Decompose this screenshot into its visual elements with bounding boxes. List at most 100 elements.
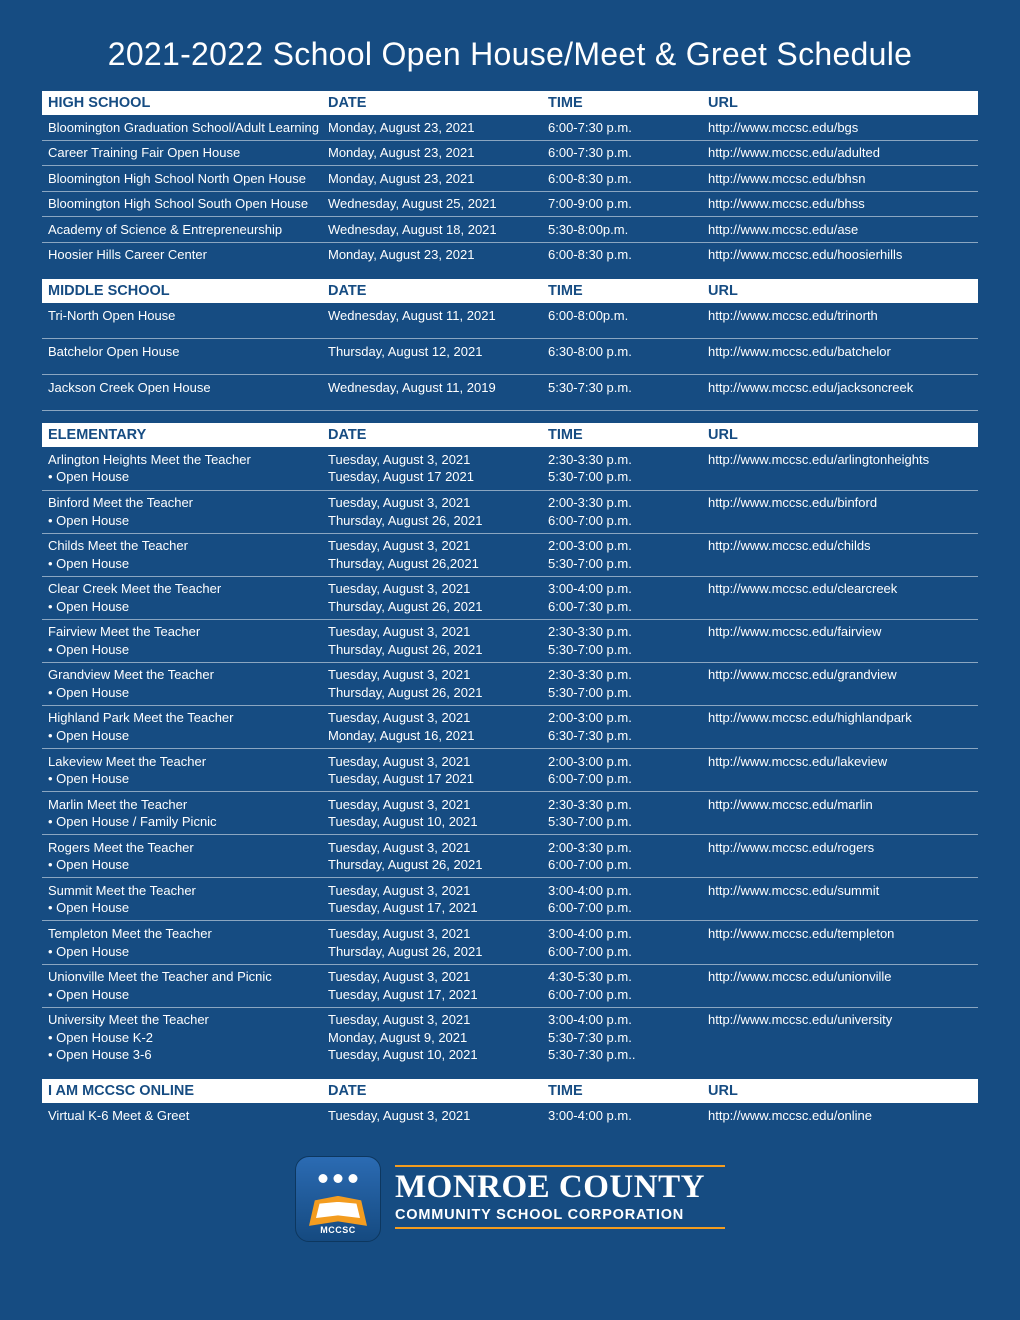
cell-date: Tuesday, August 3, 2021 Tuesday, August … [328, 882, 548, 917]
cell-url[interactable]: http://www.mccsc.edu/batchelor [708, 343, 972, 361]
cell-url[interactable]: http://www.mccsc.edu/templeton [708, 925, 972, 960]
cell-url[interactable]: http://www.mccsc.edu/unionville [708, 968, 972, 1003]
cell-date: Wednesday, August 11, 2021 [328, 307, 548, 325]
col-date: DATE [328, 427, 548, 443]
cell-url[interactable]: http://www.mccsc.edu/bhss [708, 195, 972, 213]
cell-time: 2:00-3:00 p.m. 6:00-7:00 p.m. [548, 753, 708, 788]
cell-time: 5:30-8:00p.m. [548, 221, 708, 239]
cell-url[interactable]: http://www.mccsc.edu/hoosierhills [708, 246, 972, 264]
cell-date: Thursday, August 12, 2021 [328, 343, 548, 361]
cell-school: Highland Park Meet the Teacher • Open Ho… [48, 709, 328, 744]
table-row: Marlin Meet the Teacher • Open House / F… [42, 792, 978, 835]
cell-time: 6:00-8:30 p.m. [548, 246, 708, 264]
col-url: URL [708, 427, 972, 443]
cell-url[interactable]: http://www.mccsc.edu/marlin [708, 796, 972, 831]
col-url: URL [708, 95, 972, 111]
cell-url[interactable]: http://www.mccsc.edu/childs [708, 537, 972, 572]
cell-url[interactable]: http://www.mccsc.edu/bgs [708, 119, 972, 137]
cell-school: Bloomington Graduation School/Adult Lear… [48, 119, 328, 137]
cell-date: Tuesday, August 3, 2021 Thursday, August… [328, 580, 548, 615]
logo-county: MONROE COUNTY [395, 1171, 725, 1204]
col-url: URL [708, 1083, 972, 1099]
cell-date: Tuesday, August 3, 2021 Thursday, August… [328, 839, 548, 874]
hs-rows: Bloomington Graduation School/Adult Lear… [42, 115, 978, 267]
section-label: I AM MCCSC ONLINE [48, 1083, 328, 1099]
cell-url[interactable]: http://www.mccsc.edu/rogers [708, 839, 972, 874]
section-label: MIDDLE SCHOOL [48, 283, 328, 299]
cell-date: Tuesday, August 3, 2021 Thursday, August… [328, 537, 548, 572]
table-row: Binford Meet the Teacher • Open HouseTue… [42, 491, 978, 534]
cell-date: Tuesday, August 3, 2021 Thursday, August… [328, 623, 548, 658]
table-row: Bloomington High School South Open House… [42, 192, 978, 218]
table-row: Templeton Meet the Teacher • Open HouseT… [42, 921, 978, 964]
col-url: URL [708, 283, 972, 299]
cell-date: Tuesday, August 3, 2021 Thursday, August… [328, 666, 548, 701]
table-row: Academy of Science & EntrepreneurshipWed… [42, 217, 978, 243]
section-label: ELEMENTARY [48, 427, 328, 443]
col-time: TIME [548, 427, 708, 443]
cell-time: 3:00-4:00 p.m. 6:00-7:00 p.m. [548, 925, 708, 960]
logo-rule-top [395, 1165, 725, 1167]
cell-url[interactable]: http://www.mccsc.edu/adulted [708, 144, 972, 162]
cell-school: Batchelor Open House [48, 343, 328, 361]
logo-badge: MCCSC [295, 1156, 381, 1242]
col-time: TIME [548, 1083, 708, 1099]
section-header-ms: MIDDLE SCHOOL DATE TIME URL [42, 279, 978, 303]
cell-date: Wednesday, August 11, 2019 [328, 379, 548, 397]
table-row: Arlington Heights Meet the Teacher • Ope… [42, 447, 978, 490]
table-row: Bloomington High School North Open House… [42, 166, 978, 192]
logo-rule-bottom [395, 1227, 725, 1229]
cell-school: Childs Meet the Teacher • Open House [48, 537, 328, 572]
cell-school: Clear Creek Meet the Teacher • Open Hous… [48, 580, 328, 615]
cell-date: Tuesday, August 3, 2021 Tuesday, August … [328, 796, 548, 831]
cell-date: Wednesday, August 25, 2021 [328, 195, 548, 213]
cell-school: Rogers Meet the Teacher • Open House [48, 839, 328, 874]
cell-school: Career Training Fair Open House [48, 144, 328, 162]
cell-school: Virtual K-6 Meet & Greet [48, 1107, 328, 1125]
book-icon [309, 1196, 367, 1226]
cell-url[interactable]: http://www.mccsc.edu/arlingtonheights [708, 451, 972, 486]
cell-date: Tuesday, August 3, 2021 Tuesday, August … [328, 753, 548, 788]
cell-school: Jackson Creek Open House [48, 379, 328, 397]
cell-url[interactable]: http://www.mccsc.edu/university [708, 1011, 972, 1064]
table-row: Summit Meet the Teacher • Open HouseTues… [42, 878, 978, 921]
table-row: Childs Meet the Teacher • Open HouseTues… [42, 534, 978, 577]
cell-url[interactable]: http://www.mccsc.edu/jacksoncreek [708, 379, 972, 397]
table-row: Clear Creek Meet the Teacher • Open Hous… [42, 577, 978, 620]
table-row: Rogers Meet the Teacher • Open HouseTues… [42, 835, 978, 878]
cell-url[interactable]: http://www.mccsc.edu/summit [708, 882, 972, 917]
section-header-hs: HIGH SCHOOL DATE TIME URL [42, 91, 978, 115]
cell-url[interactable]: http://www.mccsc.edu/highlandpark [708, 709, 972, 744]
cell-school: University Meet the Teacher • Open House… [48, 1011, 328, 1064]
cell-time: 2:00-3:30 p.m. 6:00-7:00 p.m. [548, 839, 708, 874]
cell-url[interactable]: http://www.mccsc.edu/lakeview [708, 753, 972, 788]
cell-date: Tuesday, August 3, 2021 Thursday, August… [328, 925, 548, 960]
cell-url[interactable]: http://www.mccsc.edu/trinorth [708, 307, 972, 325]
cell-date: Tuesday, August 3, 2021 [328, 1107, 548, 1125]
cell-url[interactable]: http://www.mccsc.edu/online [708, 1107, 972, 1125]
table-row: Career Training Fair Open HouseMonday, A… [42, 141, 978, 167]
table-row: Grandview Meet the Teacher • Open HouseT… [42, 663, 978, 706]
logo-subtitle: COMMUNITY SCHOOL CORPORATION [395, 1207, 725, 1223]
cell-school: Bloomington High School South Open House [48, 195, 328, 213]
cell-time: 6:00-8:30 p.m. [548, 170, 708, 188]
col-time: TIME [548, 283, 708, 299]
cell-school: Templeton Meet the Teacher • Open House [48, 925, 328, 960]
logo-text: MONROE COUNTY COMMUNITY SCHOOL CORPORATI… [395, 1165, 725, 1233]
cell-url[interactable]: http://www.mccsc.edu/fairview [708, 623, 972, 658]
cell-url[interactable]: http://www.mccsc.edu/ase [708, 221, 972, 239]
cell-school: Academy of Science & Entrepreneurship [48, 221, 328, 239]
ms-rows: Tri-North Open HouseWednesday, August 11… [42, 303, 978, 411]
cell-date: Tuesday, August 3, 2021 Monday, August 9… [328, 1011, 548, 1064]
cell-url[interactable]: http://www.mccsc.edu/binford [708, 494, 972, 529]
cell-school: Marlin Meet the Teacher • Open House / F… [48, 796, 328, 831]
cell-url[interactable]: http://www.mccsc.edu/bhsn [708, 170, 972, 188]
cell-url[interactable]: http://www.mccsc.edu/grandview [708, 666, 972, 701]
cell-school: Grandview Meet the Teacher • Open House [48, 666, 328, 701]
table-row: Jackson Creek Open HouseWednesday, Augus… [42, 375, 978, 411]
table-row: Lakeview Meet the Teacher • Open HouseTu… [42, 749, 978, 792]
cell-url[interactable]: http://www.mccsc.edu/clearcreek [708, 580, 972, 615]
cell-time: 3:00-4:00 p.m. 6:00-7:30 p.m. [548, 580, 708, 615]
cell-time: 5:30-7:30 p.m. [548, 379, 708, 397]
cell-time: 2:30-3:30 p.m. 5:30-7:00 p.m. [548, 666, 708, 701]
